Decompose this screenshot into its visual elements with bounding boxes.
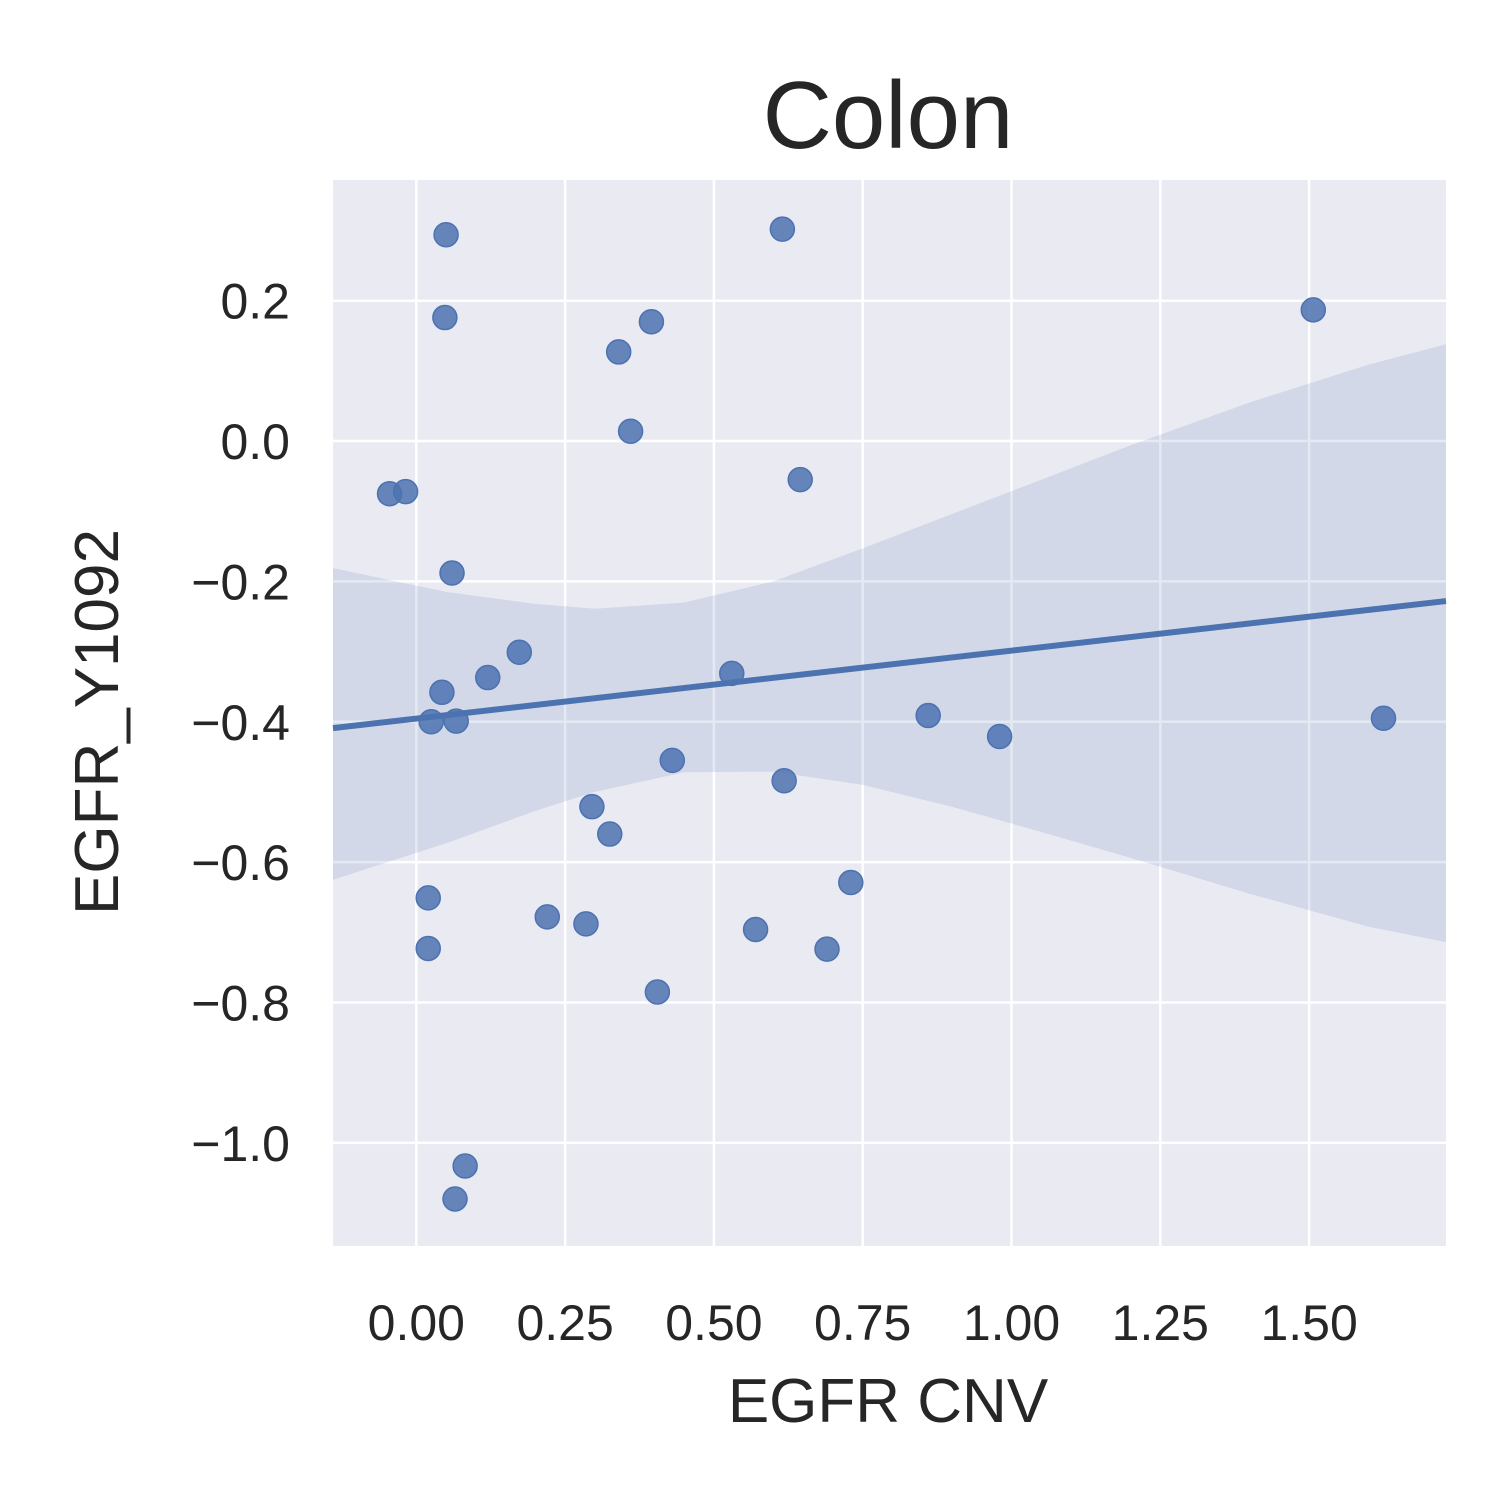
data-point bbox=[787, 466, 813, 493]
regression-line bbox=[332, 598, 1447, 732]
y-tick-label: 0.2 bbox=[220, 274, 290, 330]
data-point bbox=[474, 664, 501, 691]
regression-line-layer bbox=[332, 598, 1447, 732]
data-point bbox=[605, 339, 632, 365]
data-point bbox=[432, 304, 458, 331]
x-tick-label: 1.00 bbox=[963, 1295, 1060, 1351]
x-tick-labels: 0.00 0.25 0.50 0.75 1.00 1.25 1.50 bbox=[368, 1295, 1358, 1351]
confidence-band-layer bbox=[333, 344, 1446, 943]
y-tick-label: −0.6 bbox=[191, 835, 290, 891]
data-point bbox=[1370, 705, 1397, 732]
y-tick-label: −1.0 bbox=[191, 1116, 290, 1172]
data-point bbox=[771, 767, 797, 794]
data-point bbox=[573, 911, 599, 937]
x-axis-label: EGFR CNV bbox=[728, 1367, 1049, 1436]
data-point bbox=[659, 747, 686, 774]
x-tick-label: 0.25 bbox=[516, 1295, 613, 1351]
grid bbox=[333, 180, 1446, 1246]
data-point bbox=[534, 904, 561, 930]
data-point bbox=[719, 660, 745, 687]
plot-area bbox=[333, 180, 1446, 1246]
data-point bbox=[418, 709, 444, 735]
y-axis-label: EGFR_Y1092 bbox=[63, 529, 132, 915]
data-point bbox=[986, 723, 1013, 750]
y-tick-labels: 0.2 0.0 −0.2 −0.4 −0.6 −0.8 −1.0 bbox=[191, 274, 290, 1172]
data-point bbox=[597, 821, 623, 847]
x-tick-label: 0.75 bbox=[814, 1295, 911, 1351]
data-point bbox=[579, 793, 605, 820]
y-tick-label: −0.4 bbox=[191, 695, 290, 751]
chart-title: Colon bbox=[763, 62, 1014, 169]
data-point bbox=[439, 560, 465, 586]
data-point bbox=[433, 221, 459, 248]
data-point bbox=[814, 936, 840, 962]
scatter-points bbox=[376, 216, 1397, 1212]
data-point bbox=[742, 916, 769, 943]
x-tick-label: 0.00 bbox=[368, 1295, 465, 1351]
data-point bbox=[415, 885, 441, 911]
data-point bbox=[506, 639, 533, 666]
x-tick-label: 1.50 bbox=[1260, 1295, 1357, 1351]
data-point bbox=[443, 708, 469, 734]
data-point bbox=[429, 679, 455, 706]
data-point bbox=[769, 216, 796, 242]
confidence-band bbox=[333, 344, 1446, 943]
data-point bbox=[915, 702, 941, 729]
y-tick-label: −0.8 bbox=[191, 975, 290, 1031]
y-tick-label: 0.0 bbox=[220, 414, 290, 470]
data-point bbox=[415, 935, 441, 962]
x-tick-label: 1.25 bbox=[1112, 1295, 1209, 1351]
data-point bbox=[1300, 297, 1327, 323]
data-point bbox=[838, 869, 864, 896]
data-point bbox=[392, 478, 419, 505]
data-point bbox=[617, 418, 644, 444]
data-point bbox=[638, 309, 665, 335]
data-point bbox=[452, 1153, 478, 1179]
data-point bbox=[644, 979, 671, 1005]
x-tick-label: 0.50 bbox=[665, 1295, 762, 1351]
y-tick-label: −0.2 bbox=[191, 554, 290, 610]
data-point bbox=[442, 1186, 468, 1212]
